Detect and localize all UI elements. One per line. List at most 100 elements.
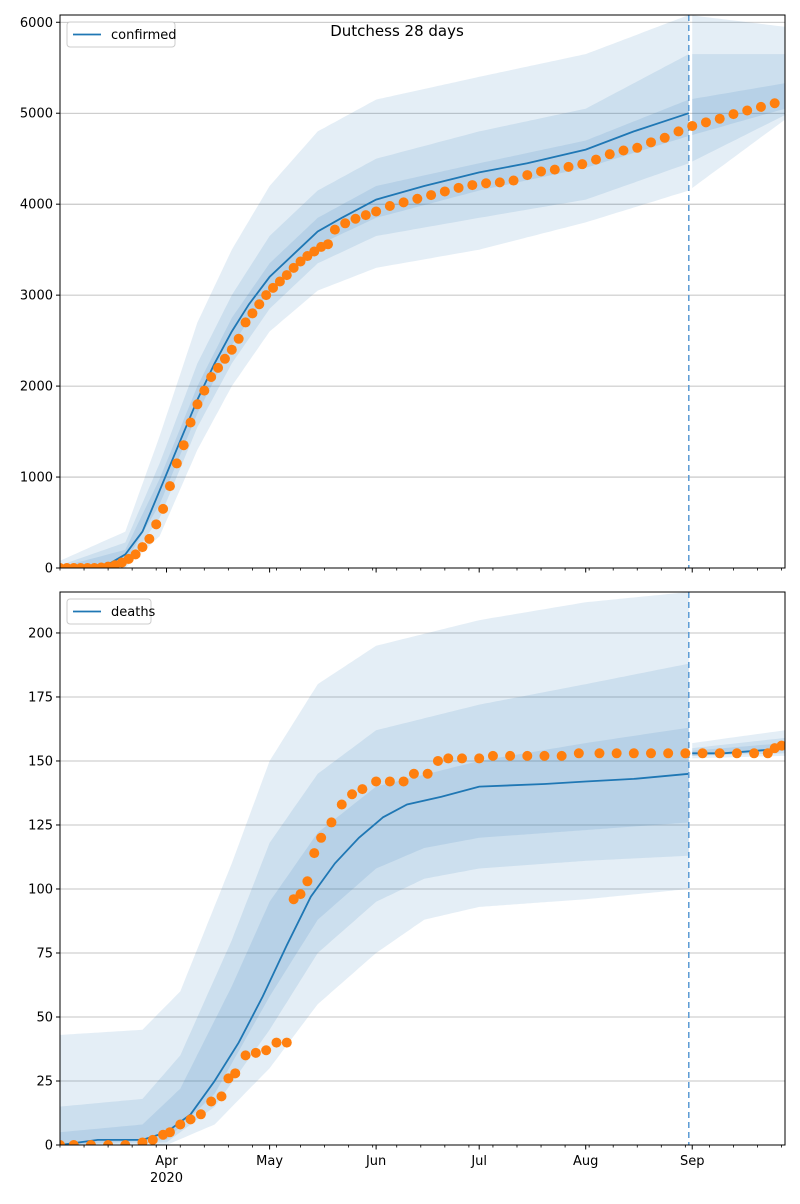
observed-point [254, 299, 265, 310]
y-tick-label: 125 [28, 818, 53, 833]
observed-point [271, 1037, 282, 1048]
observed-point [309, 848, 320, 859]
uncertainty-band [60, 592, 689, 1145]
observed-point [749, 748, 760, 759]
observed-point [185, 417, 196, 428]
observed-point [195, 1109, 206, 1120]
y-tick-label: 100 [28, 882, 53, 897]
observed-point [68, 1140, 79, 1145]
x-tick-sublabel: 2020 [150, 1171, 183, 1186]
y-tick-label: 6000 [20, 16, 53, 31]
x-tick-label: Aug [573, 1154, 598, 1169]
observed-point [742, 105, 753, 116]
observed-point [223, 1073, 234, 1084]
y-tick-label: 200 [28, 626, 53, 641]
observed-point [137, 542, 148, 553]
observed-point [714, 113, 725, 124]
observed-point [645, 748, 656, 759]
x-tick-label: Jul [470, 1154, 487, 1169]
observed-point [432, 755, 443, 766]
observed-point [573, 748, 584, 759]
observed-point [240, 317, 251, 328]
chart-title: Dutchess 28 days [330, 22, 464, 40]
observed-point [171, 458, 182, 469]
observed-point [85, 1140, 96, 1145]
observed-point [412, 193, 423, 204]
observed-point [295, 889, 306, 900]
uncertainty-band [692, 54, 785, 162]
observed-point [539, 750, 550, 761]
y-tick-label: 4000 [20, 198, 53, 213]
observed-point [577, 159, 588, 170]
observed-point [233, 333, 244, 344]
observed-point [288, 894, 299, 905]
observed-point [762, 748, 773, 759]
observed-point [206, 1096, 217, 1107]
observed-point [508, 175, 519, 186]
x-tick-label: Jun [365, 1154, 386, 1169]
uncertainty-band [692, 15, 785, 189]
observed-point [144, 533, 155, 544]
observed-point [426, 190, 437, 201]
observed-point [687, 120, 698, 131]
observed-point [281, 1037, 292, 1048]
observed-point [371, 206, 382, 217]
observed-point [336, 799, 347, 810]
observed-point [776, 740, 785, 751]
observed-point [563, 161, 574, 172]
observed-point [453, 182, 464, 193]
confirmed-panel: 0 1000 2000 3000 4000 5000 6000 confirmed [20, 14, 786, 577]
axes-frame [59, 14, 786, 569]
observed-point [199, 385, 210, 396]
observed-point [728, 109, 739, 120]
observed-point [443, 753, 454, 764]
observed-point [329, 224, 340, 235]
uncertainty-band [60, 54, 689, 568]
y-tick-label: 0 [45, 1139, 53, 1154]
observed-point [240, 1050, 251, 1061]
observed-point [611, 748, 622, 759]
x-tick-label: May [256, 1154, 283, 1169]
observed-point [213, 362, 224, 373]
observed-point [340, 218, 351, 229]
observed-point [697, 748, 708, 759]
observed-point [673, 126, 684, 137]
observed-point [632, 142, 643, 153]
x-tick-label: Apr [155, 1154, 178, 1169]
y-tick-label: 2000 [20, 380, 53, 395]
observed-point [226, 344, 237, 355]
observed-point [755, 101, 766, 112]
observed-point [302, 876, 313, 887]
axes-frame [59, 591, 786, 1146]
observed-point [604, 149, 615, 160]
observed-point [192, 399, 203, 410]
observed-point [618, 145, 629, 156]
legend-box [66, 21, 176, 48]
observed-point [230, 1068, 241, 1079]
observed-point [295, 256, 306, 267]
observed-point [323, 239, 334, 250]
observed-point [522, 750, 533, 761]
y-tick-label: 25 [36, 1074, 53, 1089]
uncertainty-band [60, 15, 689, 568]
observed-point [439, 186, 450, 197]
observed-point [175, 1119, 186, 1130]
observed-point [268, 282, 279, 293]
y-tick-label: 0 [45, 562, 53, 577]
observed-point [164, 481, 175, 492]
observed-point [158, 503, 169, 514]
observed-point [398, 197, 409, 208]
y-tick-label: 3000 [20, 289, 53, 304]
observed-point [288, 262, 299, 273]
plot-area [60, 592, 785, 1145]
observed-point [60, 1140, 65, 1145]
observed-point [505, 750, 516, 761]
observed-point [261, 290, 272, 301]
observed-point [137, 1137, 148, 1145]
observed-point [357, 784, 368, 795]
observed-point [384, 201, 395, 212]
observed-point [522, 170, 533, 181]
observed-point [628, 748, 639, 759]
observed-point [250, 1047, 261, 1058]
